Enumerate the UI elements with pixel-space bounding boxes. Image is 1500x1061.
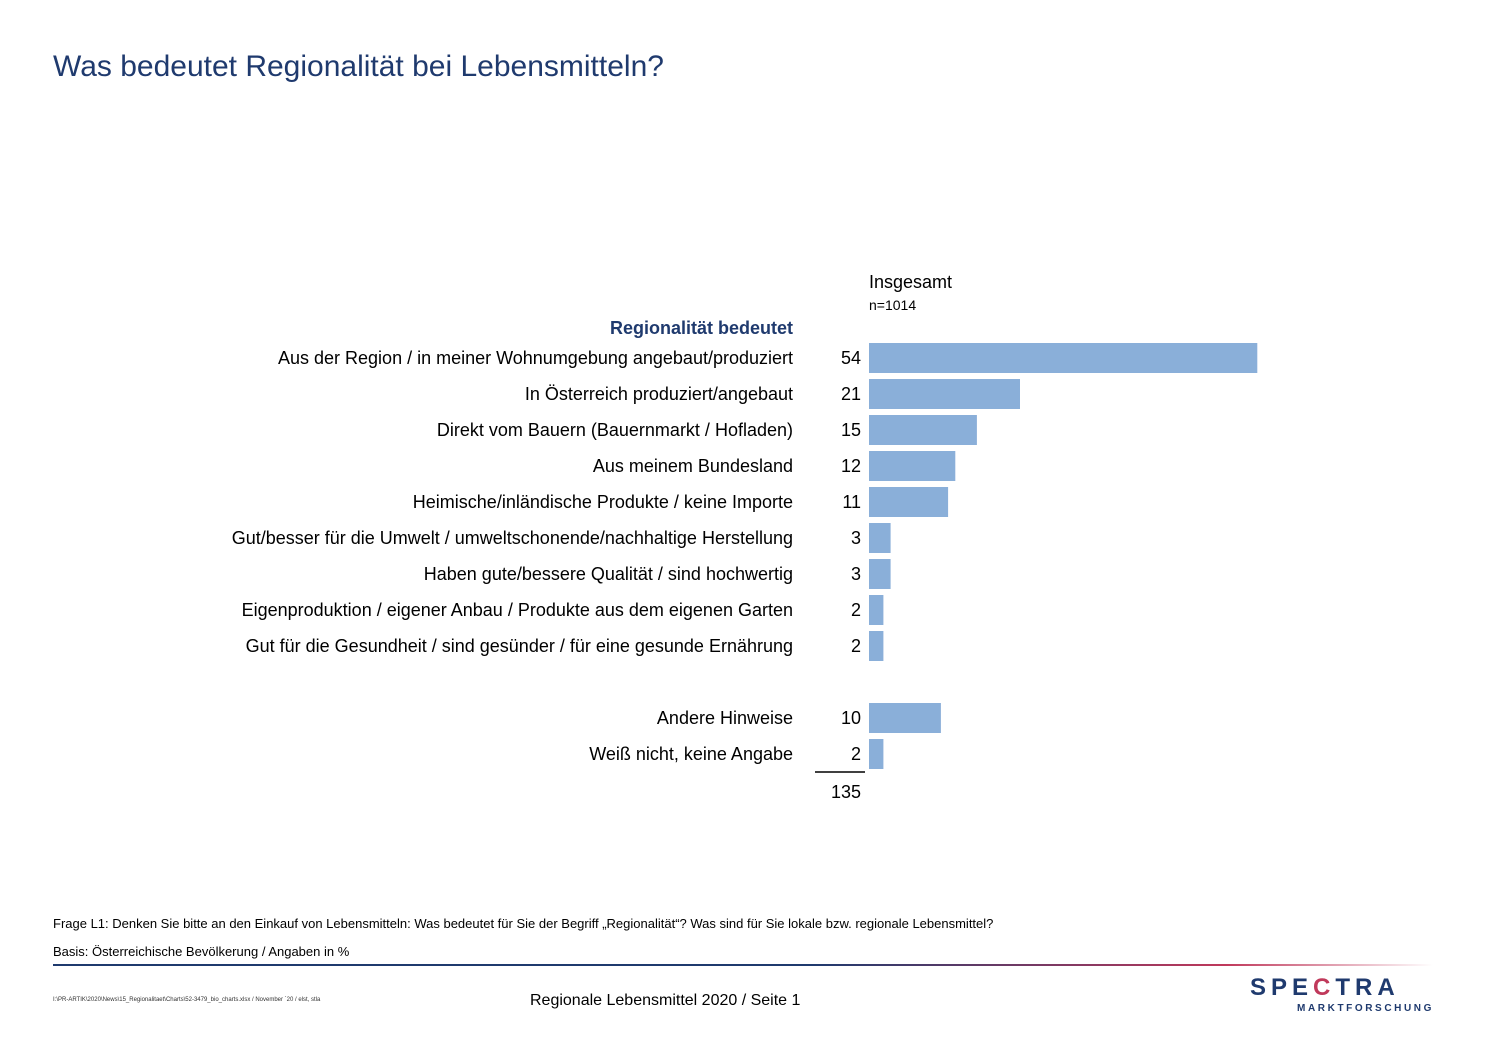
bar xyxy=(869,343,1258,373)
logo-wordmark: SPECTRA xyxy=(1250,974,1440,1002)
value-label: 2 xyxy=(851,744,861,764)
value-label: 2 xyxy=(851,636,861,656)
page-title: Was bedeutet Regionalität bei Lebensmitt… xyxy=(53,50,664,83)
logo-word-part: TRA xyxy=(1335,974,1400,1001)
column-header: Insgesamt xyxy=(869,272,953,292)
category-label: Direkt vom Bauern (Bauernmarkt / Hoflade… xyxy=(437,420,793,440)
value-label: 3 xyxy=(851,528,861,548)
bar xyxy=(869,703,941,733)
value-label: 10 xyxy=(841,708,861,728)
bar xyxy=(869,631,884,661)
bar xyxy=(869,379,1020,409)
category-label: Andere Hinweise xyxy=(657,708,793,728)
bar xyxy=(869,595,884,625)
value-label: 12 xyxy=(841,456,861,476)
bar xyxy=(869,415,977,445)
logo-subtitle: MARKTFORSCHUNG xyxy=(1297,1003,1434,1014)
total-value: 135 xyxy=(831,782,861,802)
bar xyxy=(869,523,891,553)
category-label: In Österreich produziert/angebaut xyxy=(525,384,793,404)
bar xyxy=(869,739,884,769)
value-label: 54 xyxy=(841,348,861,368)
logo-word-accent: C xyxy=(1313,974,1336,1001)
sample-size: n=1014 xyxy=(869,297,917,313)
category-label: Aus der Region / in meiner Wohnumgebung … xyxy=(278,348,793,368)
section-header: Regionalität bedeutet xyxy=(609,318,793,338)
logo-word-part: SPE xyxy=(1250,974,1314,1001)
value-label: 3 xyxy=(851,564,861,584)
category-label: Haben gute/bessere Qualität / sind hochw… xyxy=(424,564,793,584)
category-label: Aus meinem Bundesland xyxy=(593,456,793,476)
footer-divider xyxy=(53,964,1433,966)
bar xyxy=(869,559,891,589)
spectra-logo: SPECTRA MARKTFORSCHUNG xyxy=(1250,974,1440,1018)
category-label: Gut/besser für die Umwelt / umweltschone… xyxy=(232,528,793,548)
bar xyxy=(869,487,949,517)
page-info: Regionale Lebensmittel 2020 / Seite 1 xyxy=(530,992,801,1009)
category-label: Heimische/inländische Produkte / keine I… xyxy=(413,492,793,512)
bar xyxy=(869,451,956,481)
footnote-basis: Basis: Österreichische Bevölkerung / Ang… xyxy=(53,944,350,959)
category-label: Gut für die Gesundheit / sind gesünder /… xyxy=(246,636,793,656)
value-label: 2 xyxy=(851,600,861,620)
value-label: 15 xyxy=(841,420,861,440)
category-label: Eigenproduktion / eigener Anbau / Produk… xyxy=(242,600,793,620)
value-label: 21 xyxy=(841,384,861,404)
file-path: I:\PR-ARTIK\2020\News\15_Regionalitaet\C… xyxy=(53,997,321,1003)
category-label: Weiß nicht, keine Angabe xyxy=(589,744,793,764)
value-label: 11 xyxy=(842,492,861,512)
footnote-question: Frage L1: Denken Sie bitte an den Einkau… xyxy=(53,916,994,931)
